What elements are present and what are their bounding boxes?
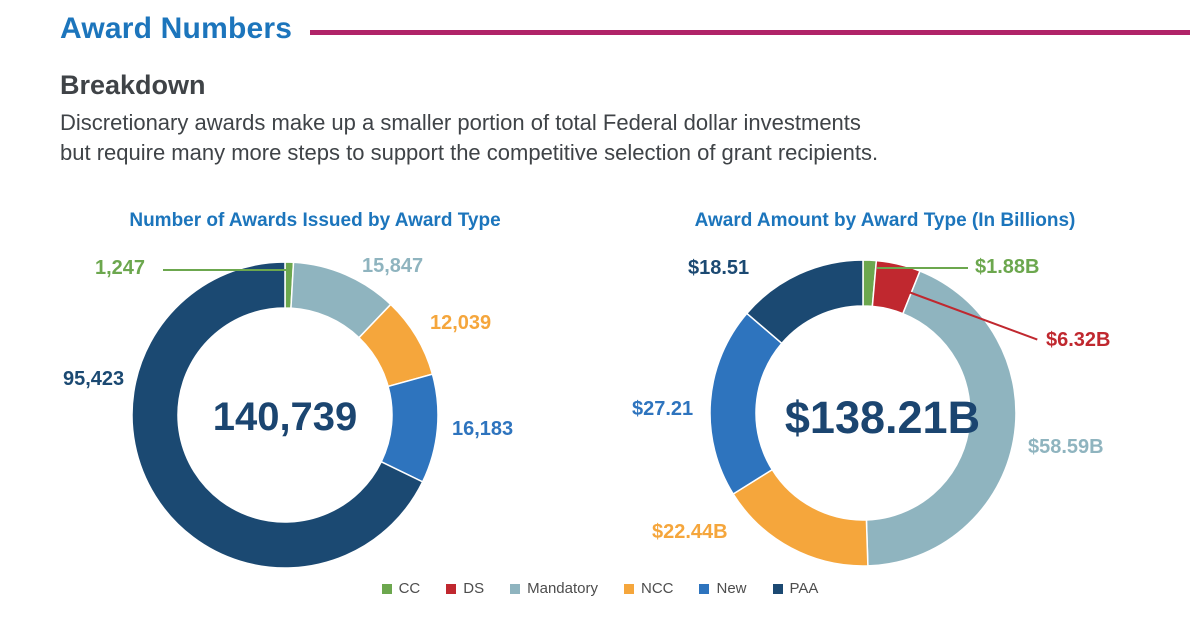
section-heading: Breakdown bbox=[60, 70, 206, 100]
chart2-title: Award Amount by Award Type (In Billions) bbox=[694, 210, 1076, 231]
legend-label-new: New bbox=[716, 580, 747, 597]
legend-item-new: New bbox=[699, 580, 747, 597]
legend-swatch-paa-icon bbox=[772, 583, 783, 594]
legend-label-cc: CC bbox=[398, 580, 421, 597]
chart2-center-total: $138.21B bbox=[784, 392, 981, 443]
legend-swatch-cc-icon bbox=[381, 583, 392, 594]
legend-item-cc: CC bbox=[381, 580, 421, 597]
label-ncc-count: 12,039 bbox=[430, 312, 492, 334]
legend-swatch-new-icon bbox=[699, 583, 710, 594]
donut-slice-mandatory bbox=[865, 270, 1017, 567]
legend-swatch-ncc-icon bbox=[623, 583, 634, 594]
legend-swatch-ds-icon bbox=[446, 583, 457, 594]
label-new-count: 16,183 bbox=[452, 418, 514, 440]
legend-swatch-mandatory-icon bbox=[510, 583, 521, 594]
legend-item-ncc: NCC bbox=[623, 580, 674, 597]
label-cc-amount: $1.88B bbox=[975, 256, 1040, 278]
legend-item-mandatory: Mandatory bbox=[510, 581, 598, 596]
legend-label-ncc: NCC bbox=[640, 580, 674, 597]
label-ncc-amount: $22.44B bbox=[652, 521, 728, 543]
title-rule-line bbox=[310, 30, 1190, 35]
label-new-amount: $27.21 bbox=[632, 398, 694, 420]
donut-slice-paa bbox=[745, 259, 864, 345]
chart-legend: CC DS Mandatory NCC New PAA bbox=[0, 581, 1200, 596]
label-mandatory-count: 15,847 bbox=[362, 255, 424, 277]
label-ds-amount: $6.32B bbox=[1046, 329, 1111, 351]
legend-item-paa: PAA bbox=[772, 580, 819, 597]
legend-item-ds: DS bbox=[446, 581, 484, 596]
donut-chart-award-amounts bbox=[709, 259, 1017, 567]
page-title: Award Numbers bbox=[60, 12, 293, 45]
description-line-2: but require many more steps to support t… bbox=[60, 140, 879, 165]
legend-label-paa: PAA bbox=[789, 580, 819, 597]
leader-line-cc-left bbox=[163, 269, 290, 271]
label-mandatory-amount: $58.59B bbox=[1028, 436, 1104, 458]
description-line-1: Discretionary awards make up a smaller p… bbox=[60, 110, 861, 135]
donut-chart-award-counts bbox=[131, 261, 439, 569]
chart1-center-total: 140,739 bbox=[212, 395, 358, 439]
label-paa-count: 95,423 bbox=[63, 368, 125, 390]
label-paa-amount: $18.51 bbox=[688, 257, 750, 279]
leader-line-cc-right bbox=[877, 267, 968, 269]
chart1-title: Number of Awards Issued by Award Type bbox=[129, 210, 501, 231]
label-cc-count: 1,247 bbox=[95, 257, 146, 279]
legend-label-ds: DS bbox=[463, 580, 485, 597]
section-description: Discretionary awards make up a smaller p… bbox=[60, 108, 878, 168]
legend-label-mandatory: Mandatory bbox=[527, 580, 598, 597]
donut-slice-ncc bbox=[732, 468, 869, 567]
donut-slice-paa bbox=[131, 261, 424, 569]
